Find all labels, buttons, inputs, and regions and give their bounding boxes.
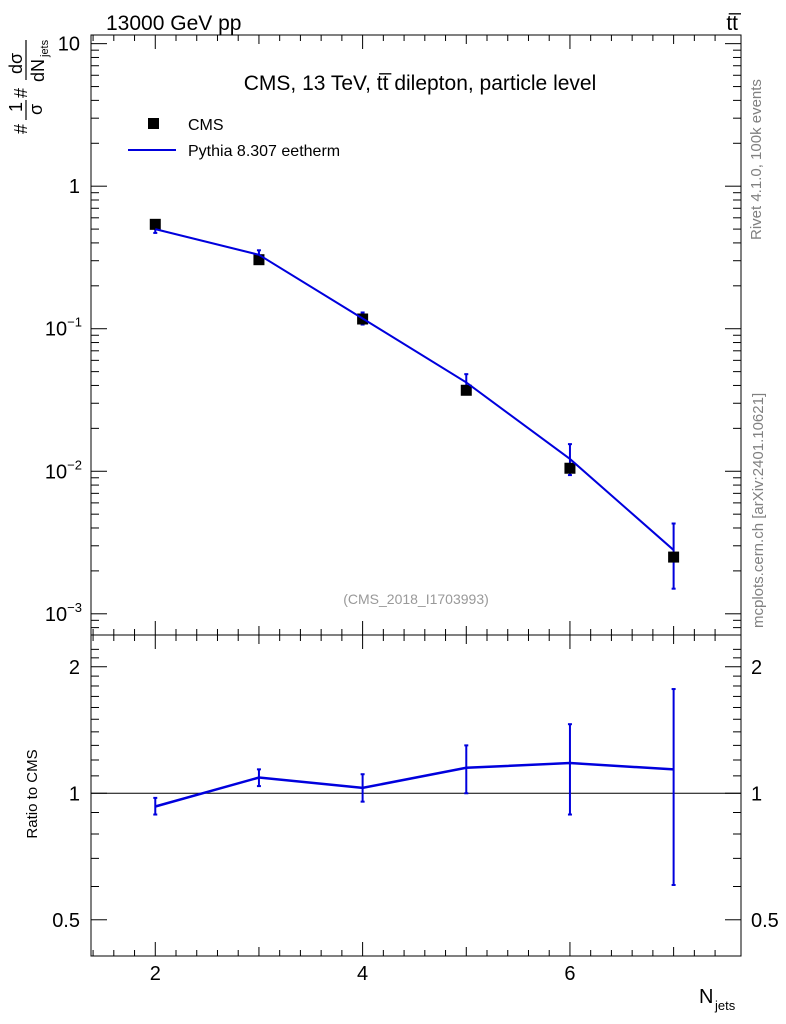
ratio-y-tick-label-right: 0.5: [751, 910, 779, 932]
ratio-y-tick-label: 1: [69, 783, 80, 805]
main-y-axis-label: # 1 σ # dσ dN jets: [6, 39, 51, 134]
cms-data-point: [460, 384, 472, 396]
y-tick-label: 10−1: [45, 315, 82, 341]
process-label: tt̅: [726, 12, 742, 35]
ratio-pythia-line: [154, 761, 674, 808]
ratio-y-axis-label: Ratio to CMS: [24, 749, 41, 838]
ratio-plot-area: [91, 688, 741, 886]
y-label-dn: dN: [28, 59, 48, 82]
y-tick-label: 10−3: [45, 600, 82, 626]
cms-data-point: [668, 551, 680, 563]
main-axis-ticks: 10−3 10−2 10−1 1 10: [45, 34, 741, 635]
y-label-hash-2: #: [11, 88, 31, 98]
legend-pythia-label: Pythia 8.307 eetherm: [188, 143, 340, 160]
x-label-main: N: [699, 986, 713, 1008]
y-label-hash-1: #: [11, 124, 31, 134]
ratio-y-tick-label-right: 1: [751, 783, 762, 805]
y-tick-label: 1: [69, 176, 80, 198]
ratio-y-tick-label: 0.5: [52, 910, 80, 932]
ratio-panel-frame: [90, 634, 742, 957]
y-label-jets-sub: jets: [39, 39, 51, 58]
x-tick-label: 2: [150, 963, 161, 985]
y-label-one: 1: [6, 102, 26, 112]
legend-cms-label: CMS: [188, 117, 224, 134]
y-tick-label: 10: [58, 34, 80, 56]
y-label-dsigma: dσ: [6, 53, 26, 74]
x-tick-label: 6: [564, 963, 575, 985]
y-label-sigma: σ: [26, 104, 46, 115]
mcplots-label: mcplots.cern.ch [arXiv:2401.10621]: [750, 393, 767, 628]
legend-cms-marker: [148, 118, 159, 129]
chart-title: CMS, 13 TeV, tt̅ dilepton, particle leve…: [244, 72, 597, 95]
cms-data-point: [149, 218, 161, 230]
x-label-sub: jets: [714, 998, 736, 1013]
ratio-axis-ticks: 2 4 6 0.5 0.5 1 1 2 2: [52, 635, 779, 985]
beam-label: 13000 GeV pp: [106, 12, 241, 35]
ratio-y-tick-label: 2: [69, 657, 80, 679]
ratio-y-tick-label-right: 2: [751, 657, 762, 679]
cms-data-point: [564, 462, 576, 474]
x-tick-label: 4: [357, 963, 368, 985]
rivet-label: Rivet 4.1.0, 100k events: [748, 79, 765, 240]
x-axis-label: N jets: [699, 986, 736, 1013]
pythia-line: [155, 228, 675, 551]
y-tick-label: 10−2: [45, 457, 82, 483]
analysis-watermark: (CMS_2018_I1703993): [343, 591, 489, 607]
main-plot-area: [149, 218, 680, 590]
cms-data-point: [253, 254, 265, 266]
